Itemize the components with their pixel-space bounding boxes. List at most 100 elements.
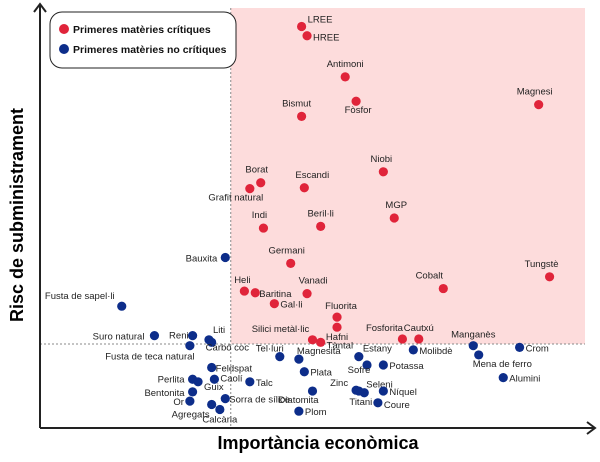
label-seleni: Seleni [366, 380, 392, 391]
label-caoli: Caolí [220, 373, 243, 384]
point-manganes [468, 341, 478, 351]
label-fusta-de-teca-natural: Fusta de teca natural [105, 352, 194, 363]
point-niquel [378, 386, 388, 396]
y-axis-title: Risc de subministrament [7, 108, 27, 322]
label-crom: Crom [526, 343, 549, 354]
label-plom: Plom [305, 407, 327, 418]
point-talc [245, 377, 255, 387]
point-plata [299, 367, 309, 377]
point-guix [193, 377, 203, 387]
point-fusta-de-sapel-li [117, 301, 127, 311]
point-hafni [332, 322, 342, 332]
point-titani [354, 386, 364, 396]
point-bentonita [188, 387, 198, 397]
point-tantal [316, 337, 326, 347]
label-escandi: Escandi [295, 170, 329, 181]
label-liti: Liti [213, 325, 225, 336]
point-diatomita [307, 386, 318, 396]
label-plata: Plata [310, 368, 332, 379]
label-lree: LREE [308, 14, 333, 25]
label-silici-metal-lic: Silici metàl·lic [252, 324, 310, 335]
point-cautxu [414, 334, 424, 344]
x-axis-arrowhead [586, 421, 597, 435]
legend-label-noncritical: Primeres matèries no crítiques [73, 44, 227, 56]
point-plom [294, 406, 304, 416]
point-calcaria [215, 404, 225, 415]
label-fosforita: Fosforita [366, 323, 404, 334]
label-zinc: Zinc [330, 378, 348, 389]
label-sofre: Sofre [348, 365, 371, 376]
label-germani: Germani [268, 245, 304, 256]
label-coure: Coure [384, 400, 410, 411]
point-indi [258, 223, 269, 233]
label-bismut: Bismut [282, 98, 311, 109]
label-reni: Reni [169, 331, 189, 342]
label-beril-li: Beril·li [307, 208, 333, 219]
label-grafit-natural: Grafit natural [208, 193, 263, 204]
label-indi: Indi [252, 210, 267, 221]
point-caoli [209, 374, 219, 384]
label-sorra-de-silice: Sorra de sílice [229, 395, 290, 406]
point-tel-luri [275, 352, 285, 362]
point-niobi [378, 167, 388, 177]
label-tungste: Tungstè [525, 259, 559, 270]
point-lree [297, 21, 307, 32]
label-potassa: Potassa [389, 361, 424, 372]
point-tungste [544, 272, 555, 282]
label-mena-de-ferro: Mena de ferro [473, 359, 532, 370]
label-niobi: Niobi [371, 154, 393, 165]
point-vanadi [302, 289, 312, 299]
label-magnesi: Magnesi [517, 87, 553, 98]
label-estany: Estany [363, 344, 392, 355]
label-hree: HREE [313, 33, 339, 44]
point-suro-natural [149, 331, 160, 341]
point-alumini [498, 373, 508, 383]
label-suro-natural: Suro natural [93, 332, 145, 343]
point-coure [373, 398, 383, 408]
point-sofre [362, 360, 372, 370]
label-fluorita: Fluorita [325, 301, 357, 312]
point-hree [302, 31, 312, 41]
point-borat [256, 178, 266, 188]
point-beril-li [316, 221, 326, 231]
point-magnesita [294, 354, 304, 364]
label-magnesita: Magnesita [297, 346, 342, 357]
label-borat: Borat [245, 165, 268, 176]
label-tantal: Tàntal [327, 340, 353, 351]
point-fluorita [332, 312, 342, 322]
y-axis-arrowhead [33, 2, 47, 13]
label-bentonita: Bentonita [144, 388, 185, 399]
point-fusta-de-teca-natural [185, 341, 195, 351]
point-reni [188, 331, 198, 341]
point-feldspat [207, 362, 217, 373]
point-carbo-coc [207, 337, 217, 347]
label-gal-li: Gal·li [280, 300, 302, 311]
point-crom [515, 342, 525, 352]
label-titani: Titani [349, 397, 372, 408]
legend: Primeres matèries crítiques Primeres mat… [49, 11, 237, 69]
label-manganes: Manganès [451, 330, 496, 341]
label-bauxita: Bauxita [186, 253, 218, 264]
point-germani [286, 258, 296, 268]
point-estany [354, 352, 364, 362]
legend-marker-critical [59, 24, 69, 34]
label-molibde: Molibdè [419, 346, 452, 357]
point-fosforita [397, 334, 408, 344]
label-antimoni: Antimoni [327, 59, 364, 70]
legend-box [49, 11, 237, 69]
label-carbo-coc: Carbó coc [206, 342, 250, 353]
x-axis-title: Importància econòmica [217, 433, 419, 453]
label-perlita: Perlita [158, 374, 186, 385]
point-baritina [250, 288, 260, 298]
data-points: LREE HREE Antimoni Fòsfor Magnesi Bismut Niobi… [45, 14, 559, 425]
label-mgp: MGP [385, 200, 407, 211]
point-mgp [389, 213, 399, 223]
point-antimoni [340, 72, 350, 82]
point-silici-metal-lic [307, 335, 318, 345]
label-tel-luri: Tel·luri [256, 344, 284, 355]
point-agregats [207, 399, 217, 410]
label-cobalt: Cobalt [416, 271, 444, 282]
label-diatomita: Diatomita [278, 395, 319, 406]
point-potassa [378, 360, 388, 370]
